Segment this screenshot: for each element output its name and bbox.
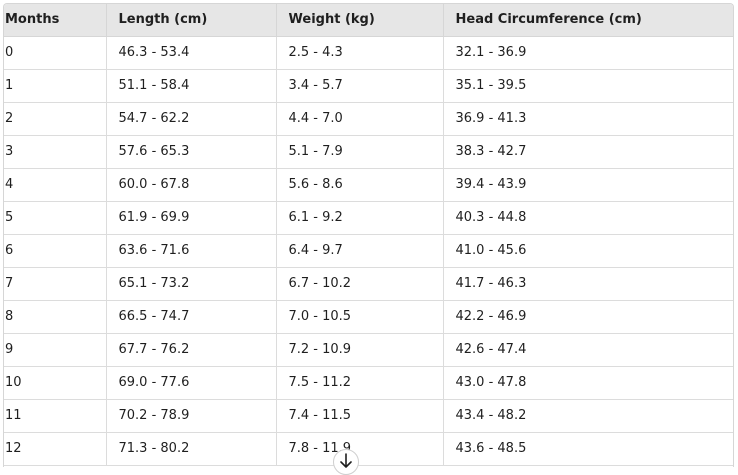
- table-row: 5 61.9 - 69.9 6.1 - 9.2 40.3 - 44.8: [4, 201, 733, 235]
- cell-length: 57.6 - 65.3: [106, 135, 277, 169]
- table-row: 4 60.0 - 67.8 5.6 - 8.6 39.4 - 43.9: [4, 168, 733, 202]
- cell-weight: 7.8 - 11.9: [276, 432, 444, 466]
- cell-weight: 6.1 - 9.2: [276, 201, 444, 235]
- table-row: 8 66.5 - 74.7 7.0 - 10.5 42.2 - 46.9: [4, 300, 733, 334]
- cell-weight: 4.4 - 7.0: [276, 102, 444, 136]
- table-row: 3 57.6 - 65.3 5.1 - 7.9 38.3 - 42.7: [4, 135, 733, 169]
- table-row: 11 70.2 - 78.9 7.4 - 11.5 43.4 - 48.2: [4, 399, 733, 433]
- cell-head-circumference: 39.4 - 43.9: [443, 168, 733, 202]
- cell-length: 46.3 - 53.4: [106, 36, 277, 70]
- cell-length: 71.3 - 80.2: [106, 432, 277, 466]
- cell-head-circumference: 41.0 - 45.6: [443, 234, 733, 268]
- cell-weight: 2.5 - 4.3: [276, 36, 444, 70]
- column-header-months: Months: [4, 4, 107, 37]
- cell-length: 60.0 - 67.8: [106, 168, 277, 202]
- cell-weight: 7.4 - 11.5: [276, 399, 444, 433]
- table-row: 2 54.7 - 62.2 4.4 - 7.0 36.9 - 41.3: [4, 102, 733, 136]
- cell-length: 61.9 - 69.9: [106, 201, 277, 235]
- cell-weight: 7.5 - 11.2: [276, 366, 444, 400]
- cell-head-circumference: 38.3 - 42.7: [443, 135, 733, 169]
- cell-weight: 7.0 - 10.5: [276, 300, 444, 334]
- table-row: 1 51.1 - 58.4 3.4 - 5.7 35.1 - 39.5: [4, 69, 733, 103]
- cell-length: 66.5 - 74.7: [106, 300, 277, 334]
- table-row: 0 46.3 - 53.4 2.5 - 4.3 32.1 - 36.9: [4, 36, 733, 70]
- cell-weight: 6.4 - 9.7: [276, 234, 444, 268]
- cell-months: 0: [4, 36, 107, 70]
- cell-months: 12: [4, 432, 107, 466]
- cell-months: 11: [4, 399, 107, 433]
- cell-head-circumference: 36.9 - 41.3: [443, 102, 733, 136]
- cell-head-circumference: 35.1 - 39.5: [443, 69, 733, 103]
- cell-months: 8: [4, 300, 107, 334]
- cell-length: 65.1 - 73.2: [106, 267, 277, 301]
- cell-months: 1: [4, 69, 107, 103]
- cell-head-circumference: 42.6 - 47.4: [443, 333, 733, 367]
- growth-table-container: Months Length (cm) Weight (kg) Head Circ…: [3, 3, 734, 467]
- cell-months: 2: [4, 102, 107, 136]
- cell-length: 70.2 - 78.9: [106, 399, 277, 433]
- column-header-weight: Weight (kg): [276, 4, 444, 37]
- cell-head-circumference: 41.7 - 46.3: [443, 267, 733, 301]
- cell-weight: 3.4 - 5.7: [276, 69, 444, 103]
- cell-months: 5: [4, 201, 107, 235]
- cell-head-circumference: 40.3 - 44.8: [443, 201, 733, 235]
- cell-months: 9: [4, 333, 107, 367]
- cell-head-circumference: 43.6 - 48.5: [443, 432, 733, 466]
- cell-head-circumference: 32.1 - 36.9: [443, 36, 733, 70]
- cell-head-circumference: 42.2 - 46.9: [443, 300, 733, 334]
- cell-length: 51.1 - 58.4: [106, 69, 277, 103]
- cell-weight: 5.1 - 7.9: [276, 135, 444, 169]
- cell-length: 63.6 - 71.6: [106, 234, 277, 268]
- cell-months: 3: [4, 135, 107, 169]
- table-row: 12 71.3 - 80.2 7.8 - 11.9 43.6 - 48.5: [4, 432, 733, 466]
- growth-table: Months Length (cm) Weight (kg) Head Circ…: [4, 4, 733, 466]
- column-header-length: Length (cm): [106, 4, 277, 37]
- scroll-to-bottom-button[interactable]: [333, 449, 359, 475]
- cell-length: 54.7 - 62.2: [106, 102, 277, 136]
- column-header-head-circumference: Head Circumference (cm): [443, 4, 733, 37]
- table-row: 6 63.6 - 71.6 6.4 - 9.7 41.0 - 45.6: [4, 234, 733, 268]
- table-row: 9 67.7 - 76.2 7.2 - 10.9 42.6 - 47.4: [4, 333, 733, 367]
- cell-months: 6: [4, 234, 107, 268]
- cell-weight: 5.6 - 8.6: [276, 168, 444, 202]
- table-row: 10 69.0 - 77.6 7.5 - 11.2 43.0 - 47.8: [4, 366, 733, 400]
- cell-weight: 6.7 - 10.2: [276, 267, 444, 301]
- cell-months: 4: [4, 168, 107, 202]
- cell-head-circumference: 43.0 - 47.8: [443, 366, 733, 400]
- table-header-row: Months Length (cm) Weight (kg) Head Circ…: [4, 4, 733, 37]
- cell-length: 67.7 - 76.2: [106, 333, 277, 367]
- table-row: 7 65.1 - 73.2 6.7 - 10.2 41.7 - 46.3: [4, 267, 733, 301]
- cell-months: 7: [4, 267, 107, 301]
- cell-weight: 7.2 - 10.9: [276, 333, 444, 367]
- cell-months: 10: [4, 366, 107, 400]
- cell-head-circumference: 43.4 - 48.2: [443, 399, 733, 433]
- cell-length: 69.0 - 77.6: [106, 366, 277, 400]
